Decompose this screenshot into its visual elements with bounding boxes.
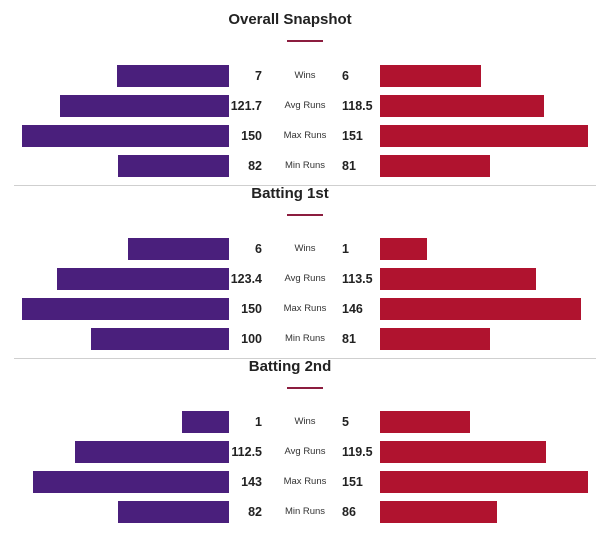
team-b-bar (380, 501, 497, 523)
stat-label: Min Runs (284, 333, 326, 344)
team-b-value: 5 (342, 415, 349, 429)
team-a-value: 143 (241, 475, 262, 489)
team-b-bar (380, 238, 427, 260)
team-a-bar (75, 441, 229, 463)
team-b-value: 151 (342, 475, 363, 489)
team-a-bar (182, 411, 229, 433)
team-b-value: 113.5 (342, 272, 373, 286)
team-b-value: 146 (342, 302, 363, 316)
team-b-value: 6 (342, 69, 349, 83)
team-a-bar (60, 95, 229, 117)
stat-label: Min Runs (284, 160, 326, 171)
title-underline (287, 214, 323, 216)
team-a-value: 1 (255, 415, 262, 429)
team-a-bar (91, 328, 229, 350)
stat-row-avg-runs: 123.4 Avg Runs 113.5 (0, 268, 596, 290)
stat-row-min-runs: 82 Min Runs 81 (0, 155, 596, 177)
team-a-bar (128, 238, 229, 260)
team-b-bar (380, 471, 588, 493)
team-b-bar (380, 298, 581, 320)
team-b-value: 86 (342, 505, 356, 519)
team-b-value: 81 (342, 332, 356, 346)
stat-row-max-runs: 150 Max Runs 146 (0, 298, 596, 320)
team-b-value: 1 (342, 242, 349, 256)
title-underline (287, 387, 323, 389)
section-divider (14, 185, 596, 186)
team-a-bar (117, 65, 229, 87)
team-a-value: 100 (241, 332, 262, 346)
team-a-value: 150 (241, 302, 262, 316)
stat-label: Avg Runs (284, 446, 326, 457)
team-a-bar (22, 125, 229, 147)
team-b-bar (380, 441, 546, 463)
stat-row-wins: 1 Wins 5 (0, 411, 596, 433)
team-a-value: 82 (248, 159, 262, 173)
team-b-bar (380, 328, 490, 350)
stat-row-min-runs: 82 Min Runs 86 (0, 501, 596, 523)
team-a-value: 121.7 (230, 99, 262, 113)
team-b-bar (380, 268, 536, 290)
team-b-bar (380, 95, 544, 117)
title-underline (287, 40, 323, 42)
team-a-value: 112.5 (231, 445, 262, 459)
section-title: Batting 2nd (248, 358, 332, 375)
team-b-value: 81 (342, 159, 356, 173)
stat-label: Min Runs (284, 506, 326, 517)
section-divider (14, 358, 596, 359)
team-a-value: 150 (241, 129, 262, 143)
section-title: Batting 1st (251, 185, 329, 202)
team-b-bar (380, 65, 481, 87)
team-b-value: 119.5 (342, 445, 373, 459)
team-b-bar (380, 155, 490, 177)
stat-row-max-runs: 150 Max Runs 151 (0, 125, 596, 147)
team-a-bar (118, 501, 229, 523)
stat-row-wins: 6 Wins 1 (0, 238, 596, 260)
stat-label: Avg Runs (284, 273, 326, 284)
team-b-value: 151 (342, 129, 363, 143)
team-a-value: 7 (255, 69, 262, 83)
section-title: Overall Snapshot (228, 11, 352, 28)
stat-label: Wins (294, 243, 316, 254)
team-a-value: 6 (255, 242, 262, 256)
stat-label: Max Runs (283, 476, 327, 487)
stat-row-wins: 7 Wins 6 (0, 65, 596, 87)
stat-label: Wins (294, 70, 316, 81)
team-b-bar (380, 411, 470, 433)
stat-row-avg-runs: 121.7 Avg Runs 118.5 (0, 95, 596, 117)
team-b-value: 118.5 (342, 99, 373, 113)
stat-row-max-runs: 143 Max Runs 151 (0, 471, 596, 493)
team-a-value: 123.4 (230, 272, 262, 286)
team-a-bar (118, 155, 229, 177)
stat-label: Wins (294, 416, 316, 427)
team-a-bar (22, 298, 229, 320)
team-a-bar (57, 268, 229, 290)
stat-row-min-runs: 100 Min Runs 81 (0, 328, 596, 350)
team-b-bar (380, 125, 588, 147)
team-a-bar (33, 471, 229, 493)
stat-row-avg-runs: 112.5 Avg Runs 119.5 (0, 441, 596, 463)
team-a-value: 82 (248, 505, 262, 519)
stat-label: Max Runs (283, 130, 327, 141)
stat-label: Max Runs (283, 303, 327, 314)
stat-label: Avg Runs (284, 100, 326, 111)
